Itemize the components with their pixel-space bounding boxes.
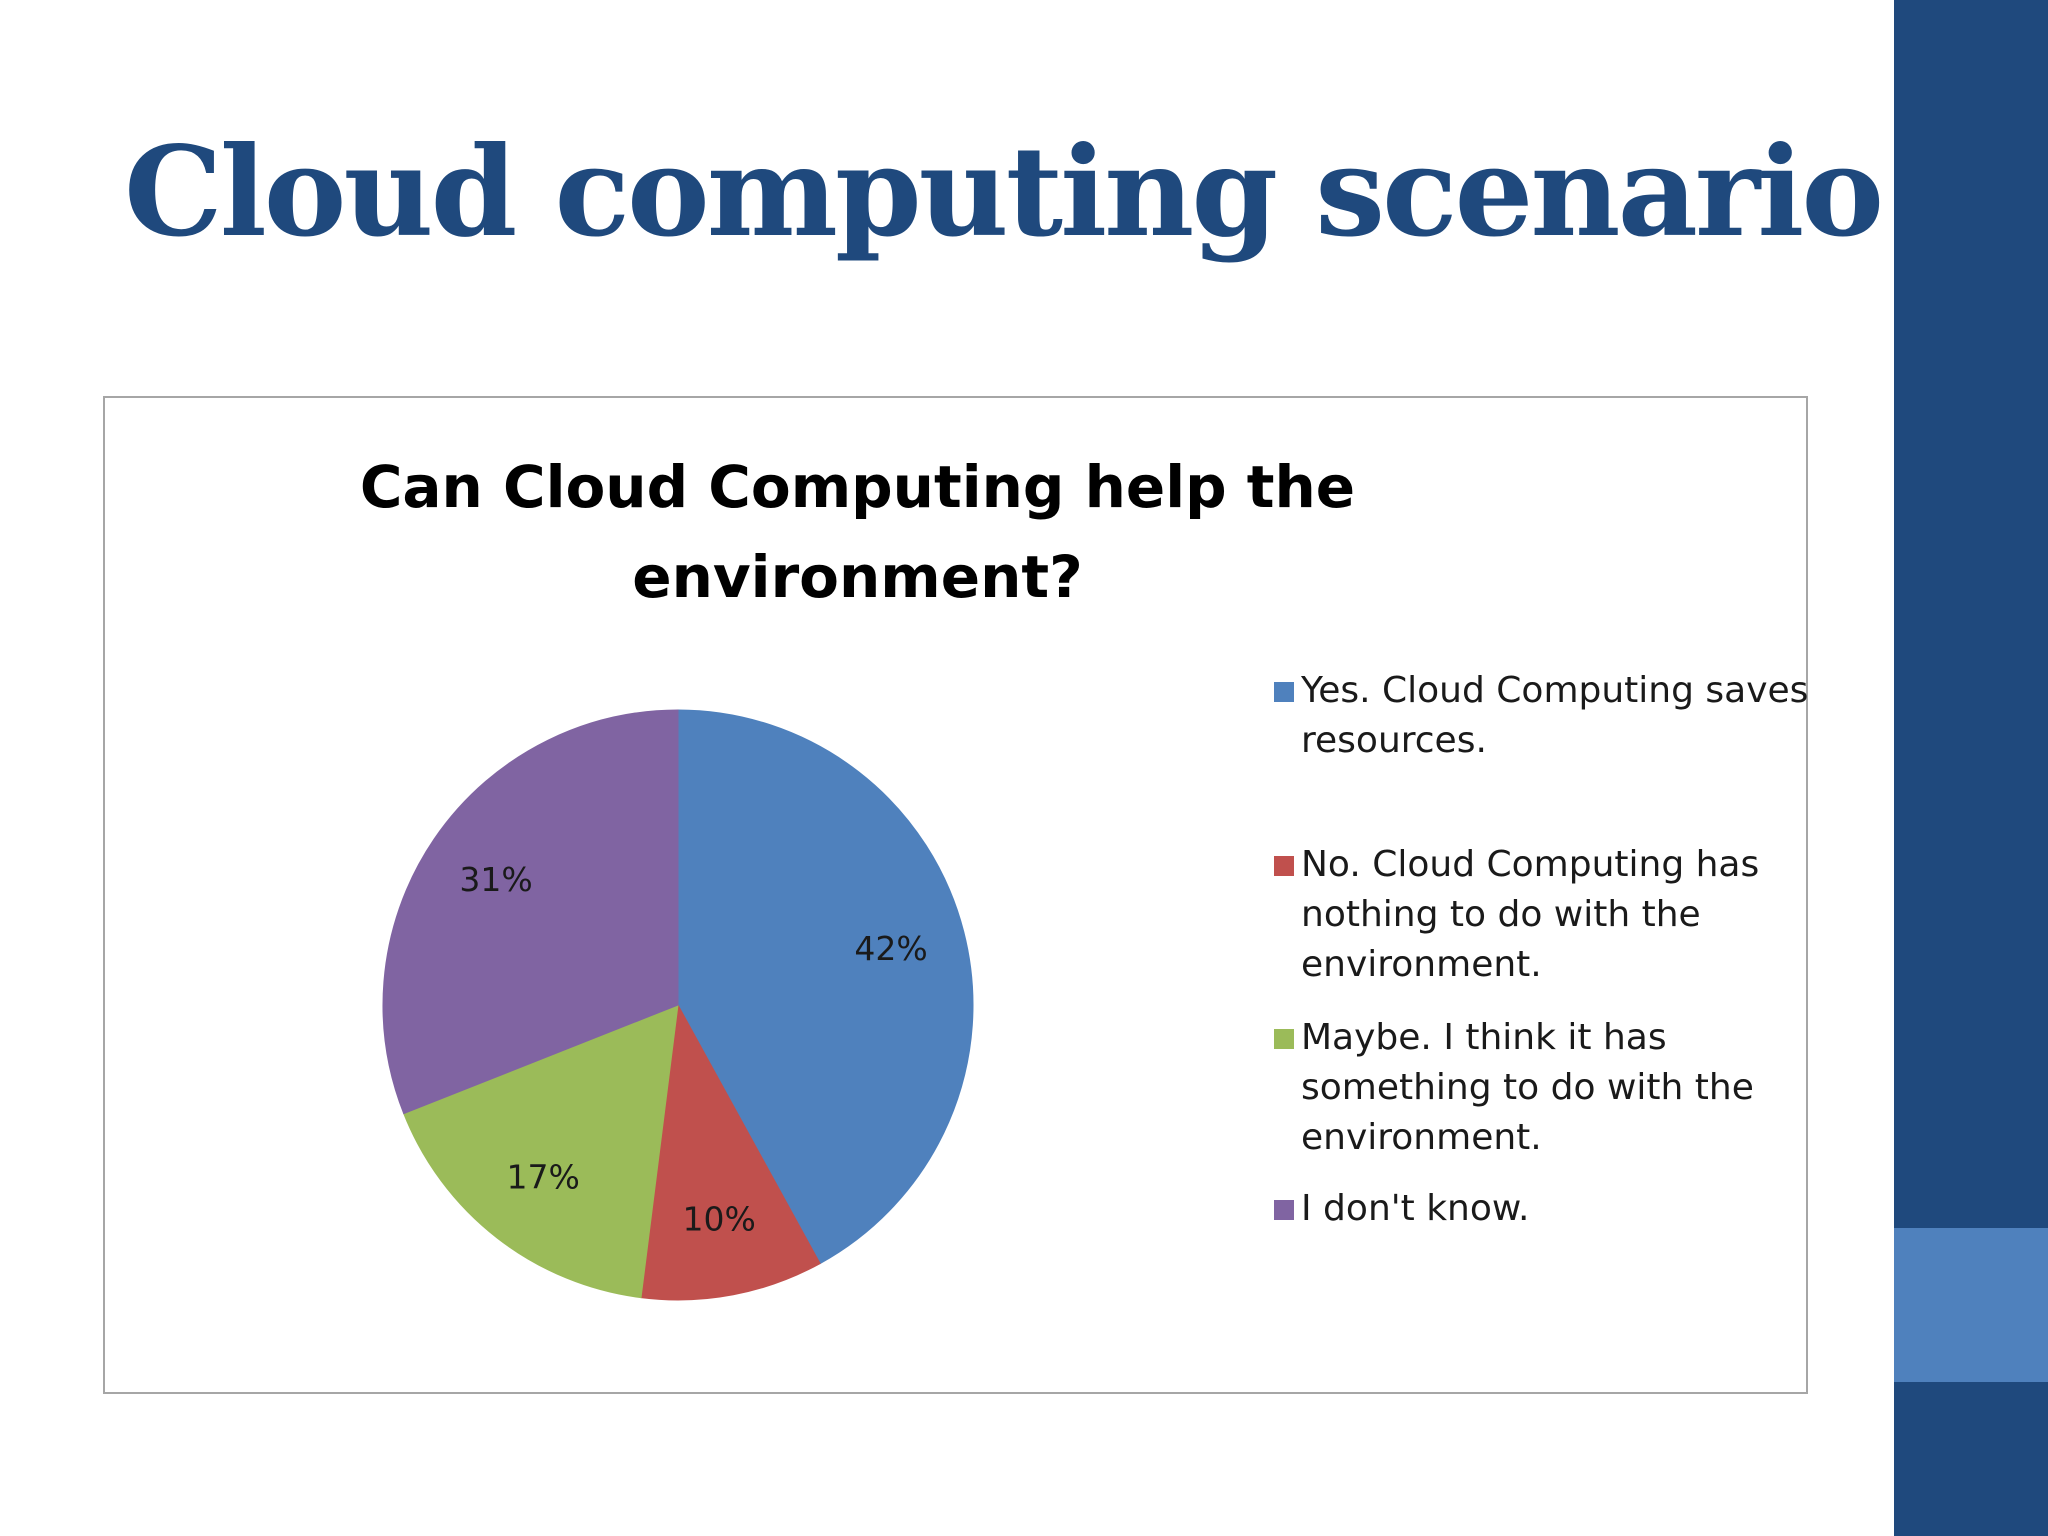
legend-label-line: I don't know. bbox=[1301, 1188, 1530, 1229]
legend-label-line: environment. bbox=[1301, 1117, 1542, 1158]
legend-swatch-dont-know bbox=[1274, 1200, 1294, 1220]
legend-label-line: Yes. Cloud Computing saves bbox=[1301, 670, 1809, 711]
legend-swatch-maybe bbox=[1274, 1029, 1294, 1049]
legend-item-yes: Yes. Cloud Computing saves resources. bbox=[1271, 666, 1809, 766]
chart-title-line: Can Cloud Computing help the bbox=[359, 453, 1356, 521]
pie-slice-maybe bbox=[403, 1004, 679, 1299]
legend-label-line: something to do with the bbox=[1301, 1067, 1754, 1108]
pie-slice-no bbox=[640, 1003, 821, 1301]
legend-label-line: No. Cloud Computing has bbox=[1301, 844, 1760, 885]
legend-label-line: Maybe. I think it has bbox=[1301, 1017, 1667, 1058]
legend-label-line: resources. bbox=[1301, 720, 1487, 761]
pie-data-label-dont-know: 31% bbox=[459, 860, 532, 899]
legend-label-line: environment. bbox=[1301, 944, 1542, 985]
legend-label-line: nothing to do with the bbox=[1301, 894, 1701, 935]
pie-data-label-maybe: 17% bbox=[506, 1157, 579, 1196]
pie-data-label-yes: 42% bbox=[854, 929, 927, 968]
legend-item-dont-know: I don't know. bbox=[1271, 1184, 1791, 1234]
legend-swatch-no bbox=[1274, 856, 1294, 876]
legend-swatch-yes bbox=[1274, 682, 1294, 702]
pie-slice-yes bbox=[677, 709, 974, 1265]
chart-title-line: environment? bbox=[632, 543, 1083, 611]
legend-item-no: No. Cloud Computing has nothing to do wi… bbox=[1271, 840, 1791, 990]
slide-title: Cloud computing scenario bbox=[124, 120, 1884, 265]
pie-chart: Can Cloud Computing help the environment… bbox=[103, 396, 1808, 1394]
chart-title: Can Cloud Computing help the environment… bbox=[105, 442, 1810, 622]
pie-plot-area: 42% 10% 17% 31% bbox=[382, 709, 974, 1301]
pie-slice-dont-know bbox=[382, 709, 679, 1115]
pie-data-label-no: 10% bbox=[683, 1200, 756, 1239]
sidebar-accent-block bbox=[1894, 1228, 2048, 1382]
legend-item-maybe: Maybe. I think it has something to do wi… bbox=[1271, 1013, 1791, 1163]
